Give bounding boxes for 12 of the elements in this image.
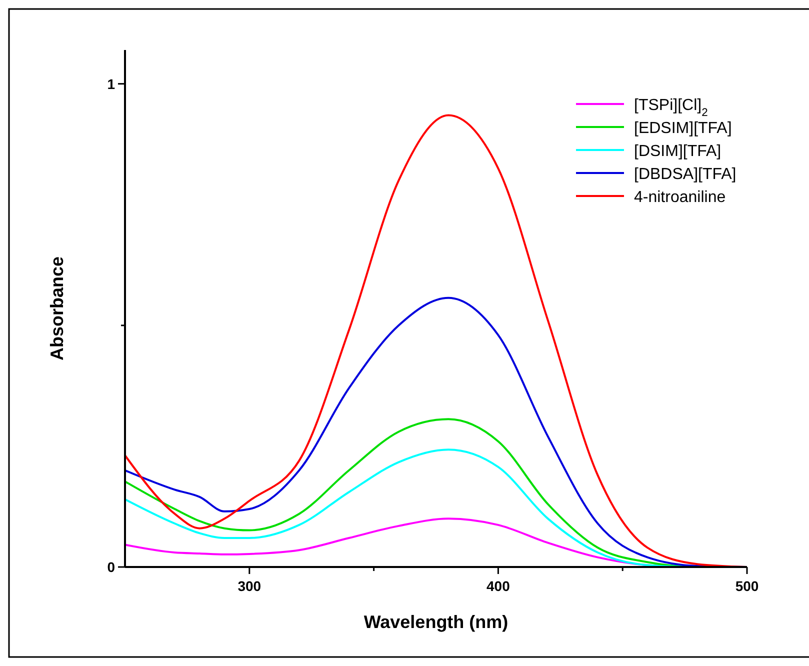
legend-label: [DSIM][TFA] [634, 143, 722, 160]
legend-label: [DBDSA][TFA] [634, 166, 736, 183]
legend-label: [EDSIM][TFA] [634, 120, 732, 137]
y-tick-label: 0 [107, 559, 116, 575]
y-tick-label: 1 [107, 76, 116, 92]
y-axis-title: Absorbance [47, 256, 67, 361]
legend-label: 4-nitroaniline [634, 189, 726, 206]
x-tick-label: 300 [238, 578, 262, 594]
x-tick-label: 500 [735, 578, 759, 594]
x-axis-title: Wavelength (nm) [364, 612, 508, 632]
legend-label: [TSPi][Cl]$_{2}$ [634, 97, 708, 119]
x-tick-label: 400 [486, 578, 510, 594]
